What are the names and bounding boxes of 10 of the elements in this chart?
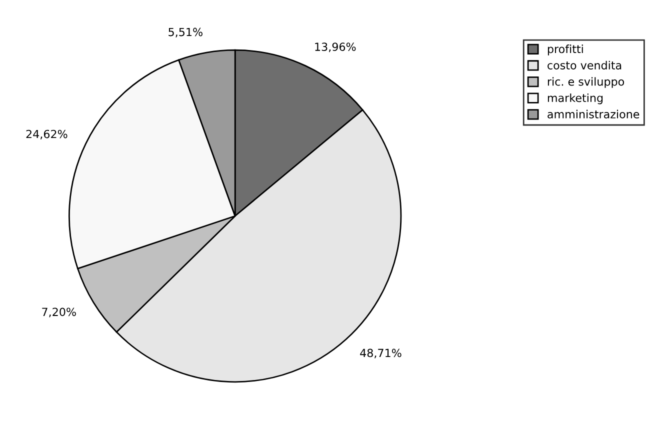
data-label: 48,71%: [360, 348, 402, 358]
legend-label: amministrazione: [548, 110, 640, 118]
legend-label: ric. e sviluppo: [548, 77, 624, 88]
legend-label: profitti: [548, 44, 583, 56]
data-label: 13,96%: [315, 42, 356, 52]
legend-label: marketing: [548, 93, 603, 104]
legend-label: costo vendita: [548, 60, 622, 70]
data-label: 5,51%: [168, 28, 202, 38]
data-label: 7,20%: [42, 308, 76, 318]
data-label: 24,62%: [26, 130, 68, 140]
